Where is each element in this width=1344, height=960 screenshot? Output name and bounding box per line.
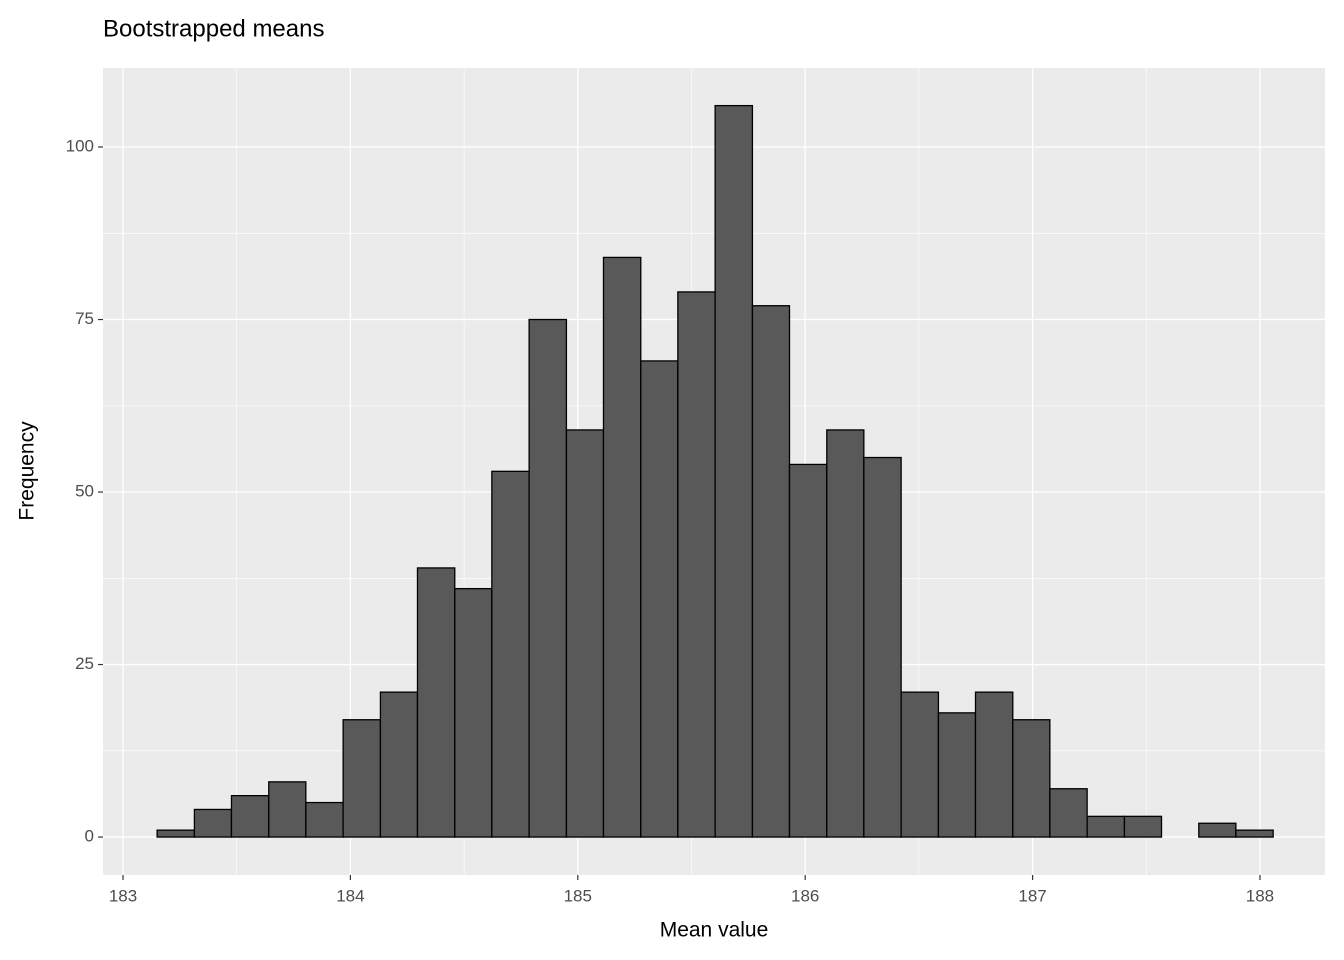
bar (156, 829, 196, 838)
x-tick-label: 187 (1018, 886, 1046, 905)
x-axis-label: Mean value (660, 919, 769, 942)
bar (602, 256, 642, 838)
bar (788, 463, 828, 838)
bar (1086, 815, 1126, 838)
bar (751, 305, 791, 838)
x-tick-label: 188 (1246, 886, 1274, 905)
bar (193, 808, 233, 838)
bar (1235, 829, 1274, 838)
bar (1012, 719, 1051, 838)
chart-title: Bootstrapped means (103, 15, 324, 42)
bar (937, 712, 977, 838)
y-tick-label: 50 (75, 482, 94, 501)
y-tick-label: 0 (85, 827, 94, 846)
bar (565, 429, 605, 838)
bar (491, 470, 530, 838)
bar (1198, 822, 1237, 838)
x-tick-label: 183 (109, 886, 137, 905)
bar (677, 291, 716, 838)
bar (1123, 815, 1163, 838)
x-tick-label: 184 (336, 886, 364, 905)
x-tick-label: 185 (564, 886, 592, 905)
bar (826, 429, 865, 838)
bar (1049, 788, 1088, 838)
x-tick-label: 186 (791, 886, 819, 905)
bar (863, 456, 902, 838)
bar (268, 781, 307, 838)
y-tick-label: 100 (66, 136, 94, 155)
bar (416, 567, 456, 838)
bar (342, 719, 382, 838)
y-tick-label: 75 (75, 309, 94, 328)
bar (714, 104, 754, 838)
bar (379, 691, 419, 838)
bar (230, 794, 270, 838)
y-tick-label: 25 (75, 654, 94, 673)
y-axis-label: Frequency (16, 421, 39, 521)
bar (900, 691, 940, 838)
bar (640, 360, 679, 838)
bar (528, 318, 568, 838)
bar (305, 801, 344, 838)
bar (974, 691, 1014, 838)
bar (454, 587, 493, 838)
